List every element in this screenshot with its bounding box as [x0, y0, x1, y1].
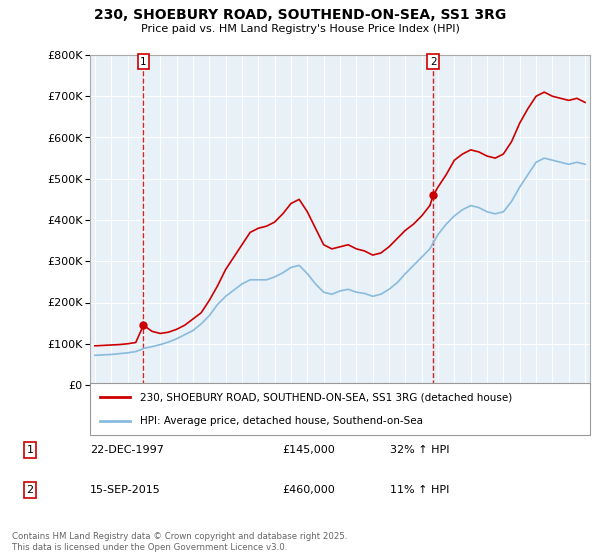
Text: £460,000: £460,000: [282, 485, 335, 495]
Text: £145,000: £145,000: [282, 445, 335, 455]
Text: 1: 1: [140, 57, 147, 67]
Text: 22-DEC-1997: 22-DEC-1997: [90, 445, 164, 455]
Text: 1: 1: [26, 445, 34, 455]
Text: Price paid vs. HM Land Registry's House Price Index (HPI): Price paid vs. HM Land Registry's House …: [140, 24, 460, 34]
Text: 230, SHOEBURY ROAD, SOUTHEND-ON-SEA, SS1 3RG: 230, SHOEBURY ROAD, SOUTHEND-ON-SEA, SS1…: [94, 8, 506, 22]
Text: 2: 2: [430, 57, 437, 67]
Text: Contains HM Land Registry data © Crown copyright and database right 2025.
This d: Contains HM Land Registry data © Crown c…: [12, 532, 347, 552]
FancyBboxPatch shape: [90, 383, 590, 435]
Text: 11% ↑ HPI: 11% ↑ HPI: [390, 485, 449, 495]
Text: HPI: Average price, detached house, Southend-on-Sea: HPI: Average price, detached house, Sout…: [140, 416, 423, 426]
Text: 15-SEP-2015: 15-SEP-2015: [90, 485, 161, 495]
Text: 2: 2: [26, 485, 34, 495]
Text: 230, SHOEBURY ROAD, SOUTHEND-ON-SEA, SS1 3RG (detached house): 230, SHOEBURY ROAD, SOUTHEND-ON-SEA, SS1…: [140, 392, 512, 402]
Text: 32% ↑ HPI: 32% ↑ HPI: [390, 445, 449, 455]
